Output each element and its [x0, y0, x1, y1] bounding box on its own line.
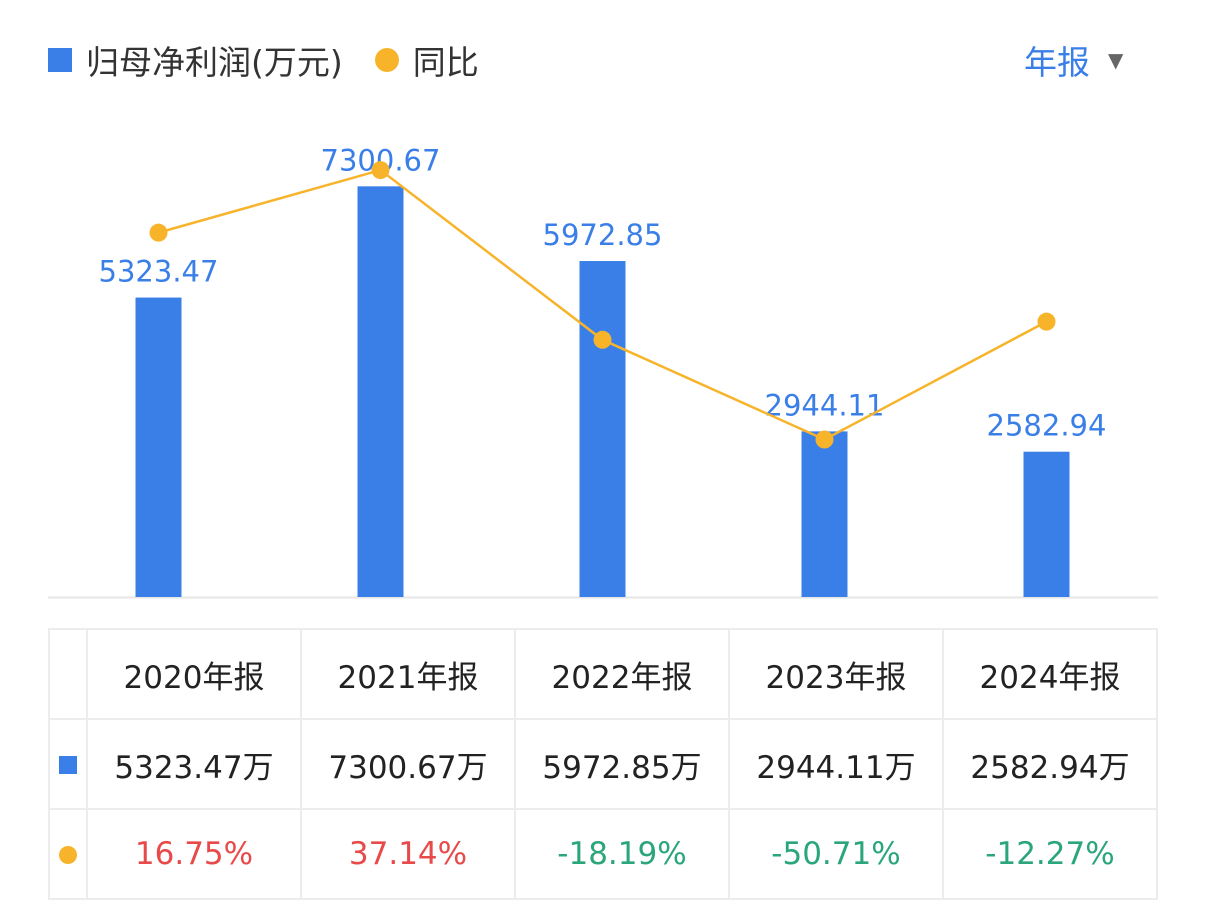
table-cell-yoy: -50.71% [728, 808, 944, 900]
yoy-point [149, 223, 168, 242]
table-cell-profit: 2944.11万 [728, 718, 944, 810]
bar-legend-label: 归母净利润(万元) [86, 43, 343, 82]
table-header-cell: 2024年报 [942, 628, 1158, 720]
table-cell-profit: 5323.47万 [86, 718, 302, 810]
table-cell-yoy: -18.19% [514, 808, 730, 900]
period-selector-label: 年报 [1024, 43, 1090, 82]
period-selector[interactable]: 年报 ▼ [1024, 36, 1123, 84]
yoy-point [593, 330, 612, 349]
table-cell-profit: 2582.94万 [942, 718, 1158, 810]
table-header-cell: 2021年报 [300, 628, 516, 720]
table-header-cell: 2022年报 [514, 628, 730, 720]
table-corner-cell [48, 628, 88, 720]
table-cell-yoy: -12.27% [942, 808, 1158, 900]
yoy-point [1037, 312, 1056, 331]
table-cell-yoy: 16.75% [86, 808, 302, 900]
bar-value-label: 5323.47 [99, 255, 219, 289]
bar-square-icon [59, 756, 77, 774]
line-legend-dot-icon [374, 48, 399, 72]
data-table: 2020年报 2021年报 2022年报 2023年报 2024年报 5323.… [48, 628, 1158, 900]
table-header-row: 2020年报 2021年报 2022年报 2023年报 2024年报 [48, 628, 1158, 720]
bar [1023, 451, 1070, 597]
table-header-cell: 2023年报 [728, 628, 944, 720]
bar-value-label: 2582.94 [987, 409, 1107, 443]
bar [579, 261, 626, 597]
table-cell-profit: 7300.67万 [300, 718, 516, 810]
table-row-marker [48, 718, 88, 810]
bar [801, 431, 848, 597]
line-dot-icon [59, 846, 77, 864]
bar-legend-square-icon [48, 48, 72, 72]
caret-down-icon: ▼ [1108, 48, 1124, 72]
chart-legend: 归母净利润(万元) 同比 [48, 36, 479, 84]
bar-value-label: 2944.11 [765, 388, 885, 422]
yoy-point [371, 161, 390, 180]
bar [135, 297, 182, 597]
line-legend-label: 同比 [412, 43, 479, 82]
table-cell-profit: 5972.85万 [514, 718, 730, 810]
table-row-marker [48, 808, 88, 900]
table-cell-yoy: 37.14% [300, 808, 516, 900]
yoy-point [815, 430, 834, 449]
table-row-yoy: 16.75% 37.14% -18.19% -50.71% -12.27% [48, 808, 1158, 900]
table-header-cell: 2020年报 [86, 628, 302, 720]
bar-value-label: 5972.85 [543, 218, 663, 252]
table-row-profit: 5323.47万 7300.67万 5972.85万 2944.11万 2582… [48, 718, 1158, 810]
bar [357, 186, 404, 597]
